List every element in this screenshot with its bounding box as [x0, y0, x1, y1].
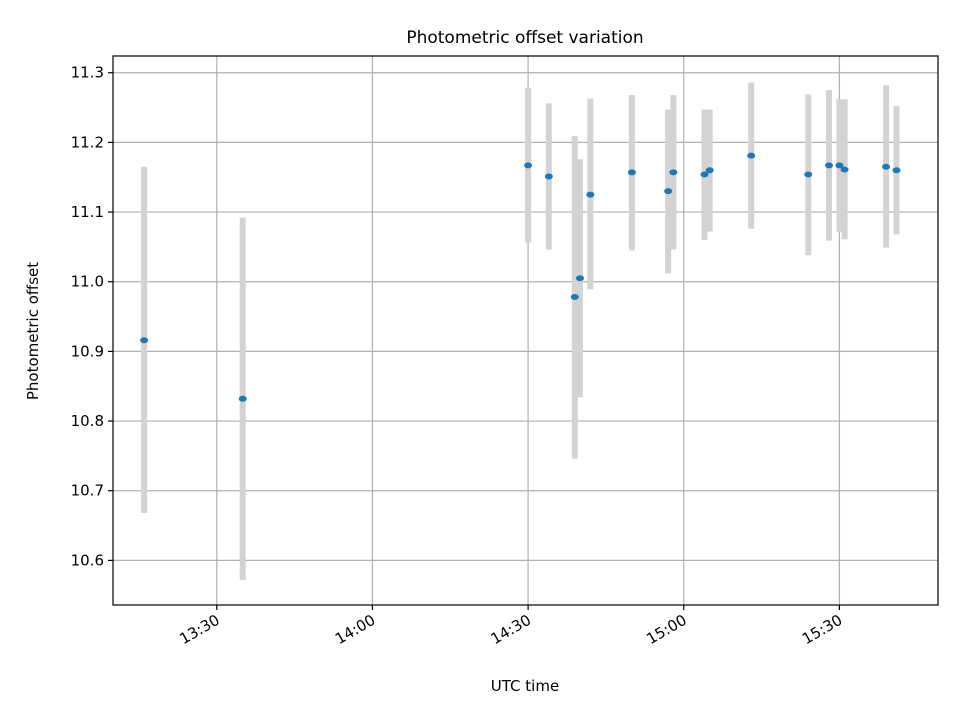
y-axis-label: Photometric offset	[24, 262, 42, 400]
data-point	[664, 188, 673, 195]
data-point	[586, 191, 595, 198]
data-point	[524, 162, 533, 169]
data-point	[700, 171, 709, 178]
y-tick-label: 10.9	[71, 342, 104, 360]
y-tick-label: 11.0	[71, 273, 104, 291]
data-point	[882, 163, 891, 170]
data-point	[835, 162, 844, 169]
data-point	[570, 294, 579, 301]
y-tick-label: 11.1	[71, 203, 104, 221]
x-axis-label: UTC time	[491, 677, 559, 695]
chart-title: Photometric offset variation	[406, 28, 643, 48]
data-point	[544, 173, 553, 180]
y-axis-ticks: 10.6 10.7 10.8 10.9 11.0 11.1 11.2 11.3	[71, 64, 113, 569]
y-tick-label: 10.7	[71, 482, 104, 500]
data-point	[575, 275, 584, 282]
y-tick-label: 11.3	[71, 64, 104, 82]
data-point	[705, 167, 714, 174]
data-point	[840, 166, 849, 173]
data-points	[140, 152, 901, 402]
data-point	[627, 169, 636, 176]
data-point	[747, 152, 756, 159]
data-point	[892, 167, 901, 174]
data-point	[825, 162, 834, 169]
data-point	[804, 171, 813, 178]
data-point	[238, 395, 247, 402]
y-tick-label: 11.2	[71, 133, 104, 151]
y-tick-label: 10.8	[71, 412, 104, 430]
data-point	[140, 337, 149, 344]
data-point	[669, 169, 678, 176]
plot-frame	[112, 55, 939, 606]
y-tick-label: 10.6	[71, 551, 104, 569]
